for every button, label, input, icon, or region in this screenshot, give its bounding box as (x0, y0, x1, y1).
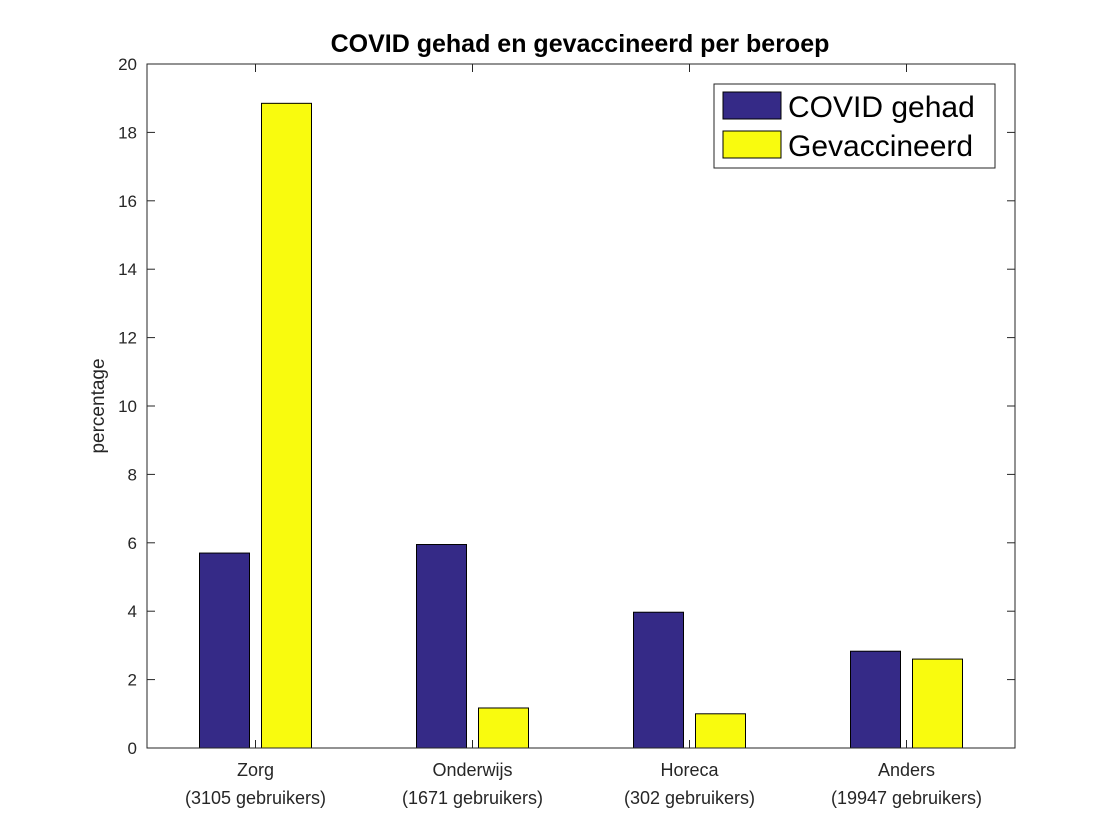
bar-gevaccineerd-anders (912, 658, 963, 749)
y-tick-label: 10 (118, 397, 137, 416)
y-tick-label: 12 (118, 329, 137, 348)
legend-swatch-gevaccineerd (722, 130, 782, 159)
bar-covid-gehad-zorg (199, 552, 250, 749)
y-tick-label: 8 (128, 465, 137, 484)
x-tick-label: Anders (878, 760, 935, 780)
x-tick-sublabel: (3105 gebruikers) (185, 788, 326, 808)
legend-label: COVID gehad (788, 91, 975, 124)
x-tick-label: Zorg (237, 760, 274, 780)
x-axis-labels: Zorg (3105 gebruikers) Onderwijs (1671 gebr… (185, 64, 982, 808)
x-tick-label: Horeca (660, 760, 719, 780)
y-tick-label: 20 (118, 55, 137, 74)
bars-group (199, 102, 963, 749)
bar-gevaccineerd-zorg (261, 102, 312, 749)
bar-covid-gehad-horeca (633, 611, 684, 749)
x-tick-label: Onderwijs (432, 760, 512, 780)
y-tick-label: 0 (128, 739, 137, 758)
bar-gevaccineerd-onderwijs (478, 707, 529, 749)
bar-gevaccineerd-horeca (695, 713, 746, 749)
legend: COVID gehad Gevaccineerd (713, 83, 996, 169)
y-tick-label: 6 (128, 534, 137, 553)
x-tick-sublabel: (19947 gebruikers) (831, 788, 982, 808)
bar-covid-gehad-anders (850, 650, 901, 749)
y-axis-label: percentage (88, 358, 109, 453)
legend-swatch-covid-gehad (722, 91, 782, 120)
legend-label: Gevaccineerd (788, 130, 973, 163)
x-tick-sublabel: (1671 gebruikers) (402, 788, 543, 808)
y-tick-label: 18 (118, 123, 137, 142)
y-tick-label: 2 (128, 671, 137, 690)
y-tick-label: 16 (118, 192, 137, 211)
y-tick-label: 14 (118, 260, 137, 279)
y-tick-label: 4 (128, 602, 137, 621)
x-tick-sublabel: (302 gebruikers) (624, 788, 755, 808)
chart-title: COVID gehad en gevaccineerd per beroep (331, 30, 830, 58)
y-axis-ticks: 0 2 4 6 8 10 12 14 16 18 20 (118, 55, 1015, 758)
bar-covid-gehad-onderwijs (416, 544, 467, 749)
